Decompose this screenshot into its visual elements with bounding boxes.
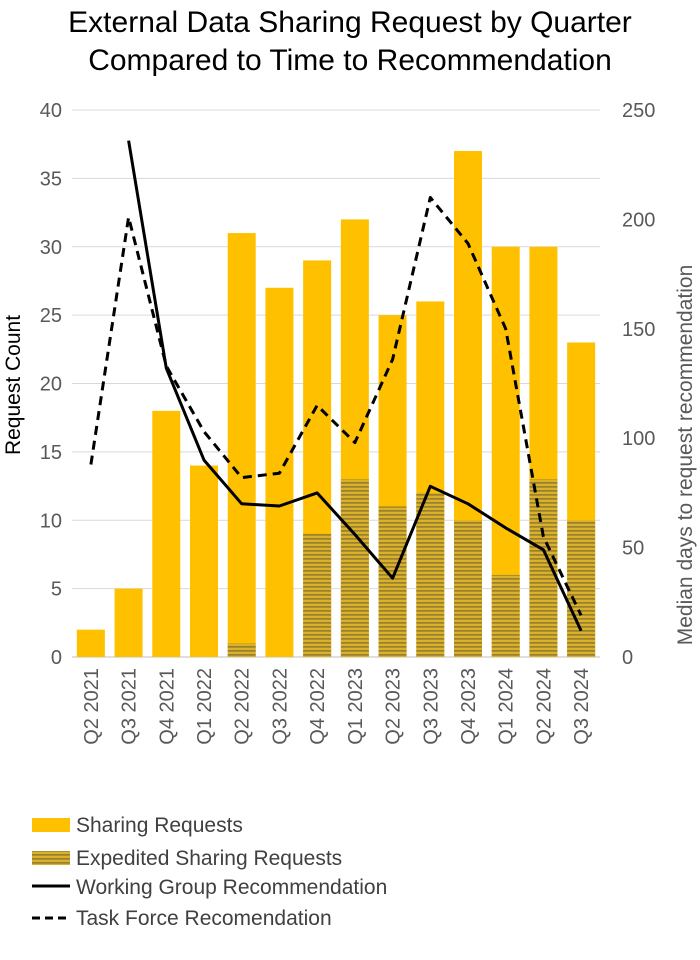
bar-expedited-sharing-requests [303, 533, 332, 657]
chart-title-line-2: Compared to Time to Recommendation [88, 44, 612, 77]
y-tick-label: 15 [40, 442, 62, 464]
bar-expedited-sharing-requests [227, 643, 256, 657]
y-tick-label: 20 [40, 374, 62, 396]
bar-expedited-sharing-requests [340, 479, 369, 657]
bar-expedited-sharing-requests [454, 520, 482, 657]
y2-tick-label: 150 [622, 319, 655, 341]
y-tick-label: 10 [40, 510, 62, 532]
y2-axis-ticks: 0 50 100 150 200 250 [622, 100, 655, 669]
y2-tick-label: 250 [622, 100, 655, 122]
line-working-group-recommendation [127, 140, 583, 632]
y-tick-label: 40 [40, 100, 62, 122]
x-tick-label: Q1 2024 [496, 668, 518, 745]
bar-sharing-requests [114, 588, 143, 657]
y-axis-ticks: 0 5 10 15 20 25 30 35 40 [40, 100, 62, 669]
y2-axis-label: Median days to request recommendation [674, 265, 697, 646]
legend-swatch-expedited-sharing-requests [32, 851, 70, 865]
bar-expedited-sharing-requests [378, 506, 407, 657]
x-tick-label: Q2 2022 [232, 668, 254, 745]
bar-sharing-requests [227, 233, 256, 657]
legend: Sharing Requests Expedited Sharing Reque… [32, 814, 387, 930]
y2-tick-label: 200 [622, 209, 655, 231]
y2-tick-label: 100 [622, 428, 655, 450]
legend-swatch-sharing-requests [32, 818, 70, 832]
x-tick-label: Q1 2022 [194, 668, 216, 745]
y-tick-label: 30 [40, 237, 62, 259]
y-tick-label: 25 [40, 305, 62, 327]
x-tick-label: Q3 2022 [269, 668, 291, 745]
x-axis-ticks: Q2 2021 Q3 2021 Q4 2021 Q1 2022 Q2 2022 Q3 20… [81, 668, 593, 745]
y-tick-label: 5 [51, 579, 62, 601]
y2-tick-label: 50 [622, 538, 644, 560]
bar-sharing-requests [190, 465, 218, 657]
y-tick-label: 0 [51, 647, 62, 669]
x-tick-label: Q3 2023 [420, 668, 442, 745]
x-tick-label: Q2 2023 [383, 668, 405, 745]
bar-sharing-requests [152, 410, 181, 657]
y-axis-label: Request Count [2, 315, 25, 455]
legend-label-working-group: Working Group Recommendation [76, 876, 387, 899]
x-tick-label: Q4 2021 [156, 668, 178, 745]
legend-label-task-force: Task Force Recomendation [76, 907, 332, 930]
x-tick-label: Q2 2024 [533, 668, 555, 745]
x-tick-label: Q2 2021 [81, 668, 103, 745]
x-tick-label: Q3 2024 [571, 668, 593, 745]
x-tick-label: Q1 2023 [345, 668, 367, 745]
chart-title-line-1: External Data Sharing Request by Quarter [68, 6, 632, 39]
x-tick-label: Q4 2023 [458, 668, 480, 745]
legend-label-sharing-requests: Sharing Requests [76, 814, 243, 837]
y2-tick-label: 0 [622, 647, 633, 669]
legend-label-expedited-sharing-requests: Expedited Sharing Requests [76, 847, 342, 870]
bar-expedited-sharing-requests [567, 520, 596, 657]
bar-expedited-sharing-requests [416, 492, 445, 657]
x-tick-label: Q4 2022 [307, 668, 329, 745]
lines [89, 140, 583, 632]
gridlines [72, 109, 600, 658]
x-tick-label: Q3 2021 [119, 668, 141, 745]
line-task-force-recomendation [89, 196, 583, 617]
bars [76, 151, 596, 657]
bar-expedited-sharing-requests [491, 574, 520, 657]
bar-sharing-requests [76, 629, 105, 657]
y-tick-label: 35 [40, 168, 62, 190]
